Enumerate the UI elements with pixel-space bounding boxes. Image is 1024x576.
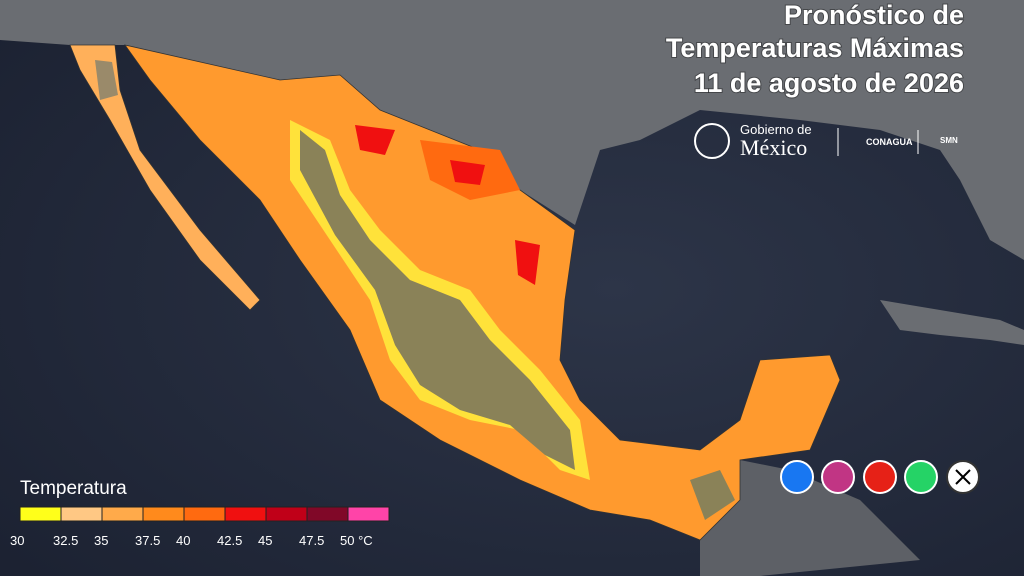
- instagram-icon[interactable]: [821, 460, 855, 494]
- logo-text: Gobierno de: [740, 122, 812, 137]
- logo-text: México: [740, 135, 807, 160]
- legend-tick-label: 37.5: [135, 533, 160, 548]
- legend-swatch: [142, 506, 185, 522]
- logos: Gobierno de México CONAGUA SMN: [694, 122, 958, 160]
- highlands: [95, 60, 118, 100]
- title-line: 11 de agosto de 2026: [694, 68, 964, 98]
- legend: Temperatura 30 32.5 35 37.5 40 42.5 45 47.5 50 °…: [10, 478, 390, 548]
- legend-tick-label: 40: [176, 533, 190, 548]
- land-north: [0, 0, 1024, 260]
- legend-tick-label: 50 °C: [340, 533, 373, 548]
- title-line: Temperaturas Máximas: [666, 33, 964, 63]
- youtube-icon[interactable]: [863, 460, 897, 494]
- legend-title: Temperatura: [20, 478, 127, 499]
- legend-tick-label: 35: [94, 533, 108, 548]
- legend-tick-label: 30: [10, 533, 24, 548]
- highlands: [690, 470, 735, 520]
- legend-swatch: [306, 506, 349, 522]
- logo-text: CONAGUA: [866, 137, 913, 147]
- legend-swatch: [347, 506, 390, 522]
- logo-text: SMN: [940, 136, 958, 145]
- legend-tick-label: 32.5: [53, 533, 78, 548]
- land-cuba: [880, 300, 1024, 345]
- whatsapp-icon[interactable]: [904, 460, 938, 494]
- baja-california: [69, 44, 261, 311]
- legend-swatch: [224, 506, 267, 522]
- legend-swatch: [19, 506, 62, 522]
- seal-icon: [694, 123, 730, 159]
- title-block: Pronóstico de Temperaturas Máximas 11 de…: [665, 0, 965, 99]
- legend-swatch: [101, 506, 144, 522]
- hot-zone: [355, 125, 395, 155]
- legend-swatch: [183, 506, 226, 522]
- legend-swatch: [265, 506, 308, 522]
- land-central-america: [700, 460, 920, 576]
- title-line: Pronóstico de: [784, 0, 964, 30]
- highlands: [300, 130, 575, 470]
- hot-zone: [450, 160, 485, 185]
- legend-tick-label: 45: [258, 533, 272, 548]
- legend-swatch: [60, 506, 103, 522]
- legend-tick-label: 47.5: [299, 533, 324, 548]
- hot-zone: [515, 240, 540, 285]
- facebook-icon[interactable]: [780, 460, 814, 494]
- x-glyph: [955, 469, 971, 485]
- social-icons: [780, 460, 980, 494]
- legend-tick-label: 42.5: [217, 533, 242, 548]
